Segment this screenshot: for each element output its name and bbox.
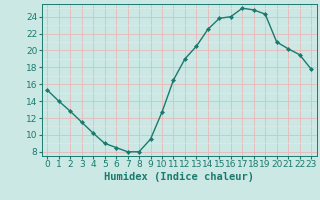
X-axis label: Humidex (Indice chaleur): Humidex (Indice chaleur)	[104, 172, 254, 182]
